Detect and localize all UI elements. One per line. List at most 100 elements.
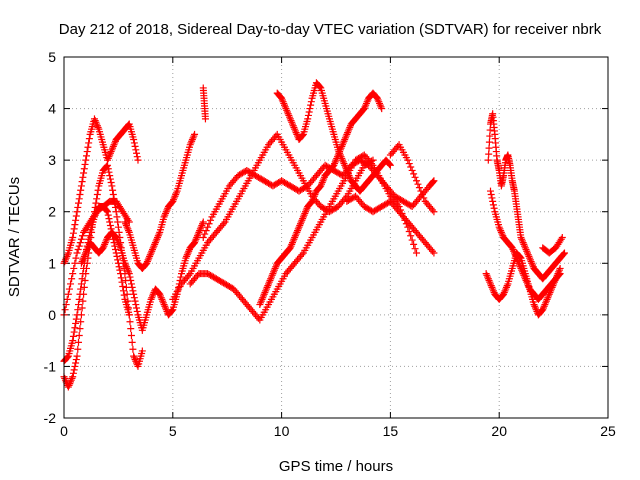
data-point [262, 287, 270, 295]
data-point [116, 242, 124, 250]
data-point [163, 206, 171, 214]
data-point [407, 232, 415, 240]
data-point [112, 208, 120, 216]
data-point [104, 165, 112, 173]
data-point [304, 115, 312, 123]
data-point [112, 234, 120, 241]
data-point [123, 223, 131, 231]
data-point [128, 338, 136, 346]
data-point [80, 252, 88, 260]
data-point [502, 283, 510, 291]
data-point [307, 98, 315, 106]
data-point [304, 111, 312, 119]
data-point [361, 103, 369, 111]
data-point [280, 99, 288, 107]
data-point [125, 121, 133, 129]
data-point [106, 218, 114, 226]
data-point [69, 332, 77, 340]
data-point [265, 280, 273, 288]
data-point [77, 318, 85, 326]
data-point [375, 98, 383, 106]
data-point [521, 242, 529, 250]
data-point [107, 148, 115, 156]
series-sat-a [60, 115, 142, 267]
data-point [78, 232, 86, 240]
data-point [556, 270, 564, 278]
data-point [546, 289, 554, 297]
data-point [85, 139, 93, 147]
data-point [69, 270, 77, 278]
data-point [517, 234, 525, 241]
data-point [298, 251, 306, 259]
data-point [69, 229, 77, 237]
data-point [184, 249, 192, 257]
data-point [77, 285, 85, 293]
data-point [283, 108, 291, 116]
data-point [63, 354, 71, 362]
data-point [317, 180, 325, 188]
data-point [76, 191, 84, 199]
data-point [82, 247, 90, 255]
data-point [73, 311, 81, 319]
data-point [157, 294, 165, 302]
data-point [337, 153, 345, 161]
data-point [482, 270, 490, 278]
data-point [153, 235, 161, 243]
data-point [77, 182, 85, 190]
data-point [343, 166, 351, 174]
series-sat-j [186, 151, 421, 324]
data-point [75, 338, 83, 346]
data-point [290, 235, 298, 243]
data-point [147, 249, 155, 257]
data-point [66, 380, 74, 388]
data-point [99, 244, 107, 252]
data-point [374, 96, 382, 104]
data-point [489, 287, 497, 295]
data-point [336, 149, 344, 157]
data-point [114, 223, 122, 231]
data-point [72, 315, 80, 323]
data-point [69, 373, 77, 381]
data-point [286, 113, 294, 121]
data-point [560, 249, 568, 257]
data-point [104, 208, 112, 216]
data-point [311, 191, 319, 199]
data-point [129, 345, 137, 353]
data-point [130, 294, 138, 302]
data-point [116, 266, 124, 274]
data-point [302, 206, 310, 214]
y-tick-label: -2 [44, 410, 57, 426]
data-point [64, 383, 72, 391]
data-point [269, 270, 277, 278]
data-point [94, 186, 102, 194]
data-point [489, 197, 497, 205]
data-point [120, 291, 128, 299]
data-point [104, 211, 112, 219]
data-point [282, 105, 290, 113]
data-point [290, 123, 298, 131]
data-point [342, 132, 350, 140]
data-point [159, 299, 167, 307]
chart-title: Day 212 of 2018, Sidereal Day-to-day VTE… [59, 21, 602, 38]
data-point [122, 263, 130, 271]
data-point [258, 295, 266, 303]
x-axis-label: GPS time / hours [279, 458, 393, 475]
data-point [73, 249, 81, 257]
data-point [119, 287, 127, 295]
data-point [82, 156, 90, 164]
data-point [84, 244, 92, 252]
data-point [68, 374, 76, 382]
data-point [486, 280, 494, 288]
data-point [404, 156, 412, 164]
data-point [194, 230, 202, 238]
data-point [527, 258, 535, 266]
data-point [106, 172, 114, 180]
data-point [488, 283, 496, 291]
data-point [288, 118, 296, 126]
data-point [154, 232, 162, 240]
x-tick-label: 15 [383, 423, 399, 439]
data-point [70, 366, 78, 374]
data-point [420, 194, 428, 202]
x-tick-label: 20 [491, 423, 507, 439]
data-point [71, 324, 79, 332]
